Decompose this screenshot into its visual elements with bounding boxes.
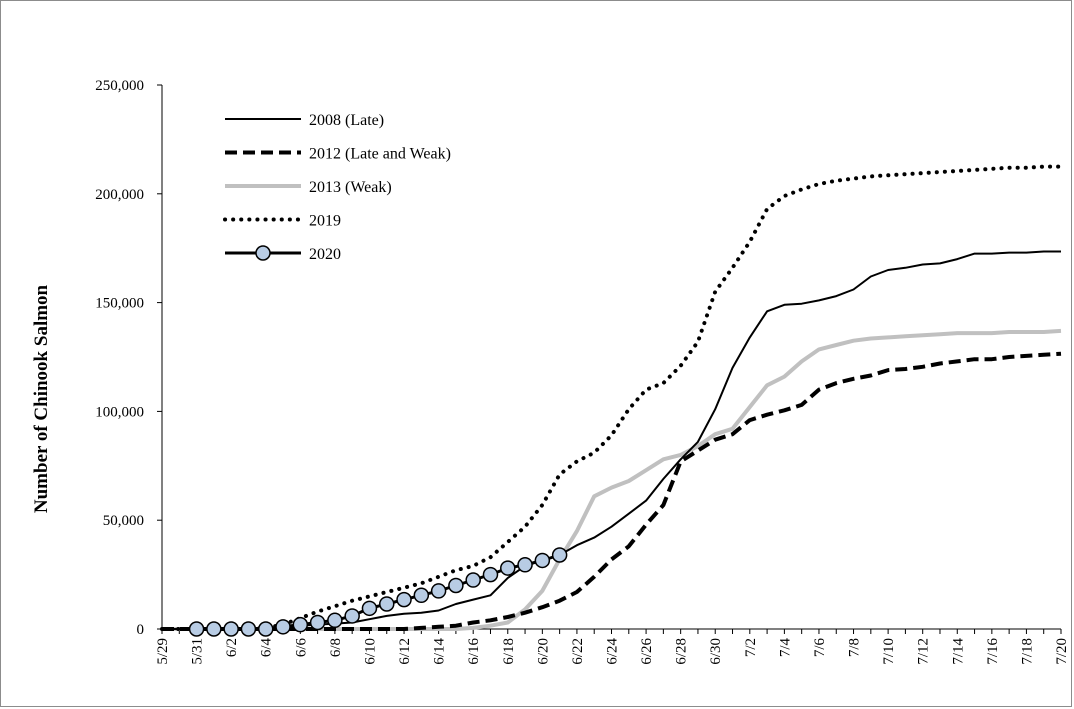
data-point-2020 (361, 600, 378, 617)
data-point-2020 (223, 621, 239, 637)
series-line-2008 (162, 250, 1061, 630)
legend-label: 2012 (Late and Weak) (309, 146, 451, 163)
x-tick-label: 6/22 (570, 638, 586, 665)
x-tick-label: 6/4 (259, 638, 275, 658)
x-tick-label: 6/8 (328, 638, 344, 657)
data-point-2020 (430, 583, 447, 599)
x-tick-label: 7/12 (916, 638, 932, 665)
legend: 2008 (Late) 2012 (Late and Weak) 2013 (Wea… (223, 112, 451, 263)
x-tick-label: 6/14 (432, 638, 448, 665)
x-tick-label: 6/28 (674, 638, 690, 665)
series-line-2019 (160, 164, 1063, 631)
data-point-2020 (551, 547, 568, 563)
data-point-2020 (292, 616, 309, 633)
x-tick-label: 6/16 (466, 638, 482, 665)
x-tick-label: 7/8 (847, 638, 863, 657)
data-point-2020 (257, 621, 274, 637)
data-point-2020 (309, 614, 326, 631)
data-point-2020 (465, 572, 481, 588)
data-point-2020 (344, 608, 360, 624)
x-tick-label: 7/4 (777, 638, 793, 658)
x-tick-label: 7/6 (812, 638, 828, 658)
x-tick-label: 7/20 (1054, 638, 1070, 665)
y-tick-label: 150,000 (95, 296, 144, 312)
y-tick-label: 0 (137, 622, 145, 638)
x-tick-label: 7/10 (881, 638, 897, 665)
data-point-2020 (500, 560, 516, 576)
x-tick-label: 5/29 (155, 638, 171, 665)
y-tick-label: 100,000 (95, 404, 144, 420)
series-line-2013 (162, 328, 1062, 631)
x-tick-label: 6/20 (535, 638, 551, 665)
series-line-2020 (196, 553, 561, 631)
data-point-2020 (206, 621, 222, 637)
data-point-2020 (534, 552, 551, 569)
y-tick-label: 200,000 (95, 187, 144, 203)
y-axis-label: Number of Chinook Salmon (31, 284, 52, 513)
x-tick-label: 6/26 (639, 638, 655, 665)
data-point-2020 (240, 621, 257, 637)
data-point-2020 (448, 577, 464, 594)
data-point-2020 (396, 591, 412, 608)
x-tick-label: 6/24 (605, 638, 621, 665)
x-tick-label: 6/10 (362, 638, 378, 665)
legend-label: 2020 (309, 246, 341, 263)
axes: 0 50,000 100,000 150,000 200,000 250,000 5/29 5… (95, 78, 1070, 665)
data-point-2020 (482, 566, 499, 583)
data-point-2020 (275, 619, 291, 635)
x-tick-label: 7/14 (950, 638, 966, 665)
series-line-2012 (162, 351, 1062, 631)
data-point-2020 (379, 596, 395, 612)
series-layer (160, 164, 1063, 637)
data-point-2020 (327, 612, 343, 629)
x-tick-label: 5/31 (190, 638, 206, 665)
data-point-2020 (517, 557, 533, 573)
x-tick-label: 6/30 (708, 638, 724, 665)
legend-marker (255, 245, 271, 261)
legend-label: 2013 (Weak) (309, 179, 392, 196)
x-tick-label: 6/6 (293, 638, 309, 658)
x-tick-label: 7/2 (743, 638, 759, 657)
x-tick-label: 6/18 (501, 638, 517, 665)
data-point-2020 (188, 621, 205, 637)
y-tick-label: 250,000 (95, 78, 144, 94)
legend-label: 2008 (Late) (309, 112, 384, 129)
legend-label: 2019 (309, 213, 341, 230)
x-tick-label: 7/18 (1019, 638, 1035, 665)
x-tick-label: 6/12 (397, 638, 413, 665)
x-tick-label: 7/16 (985, 638, 1001, 665)
x-tick-label: 6/2 (224, 638, 240, 657)
y-tick-label: 50,000 (103, 513, 144, 529)
data-point-2020 (413, 587, 430, 604)
